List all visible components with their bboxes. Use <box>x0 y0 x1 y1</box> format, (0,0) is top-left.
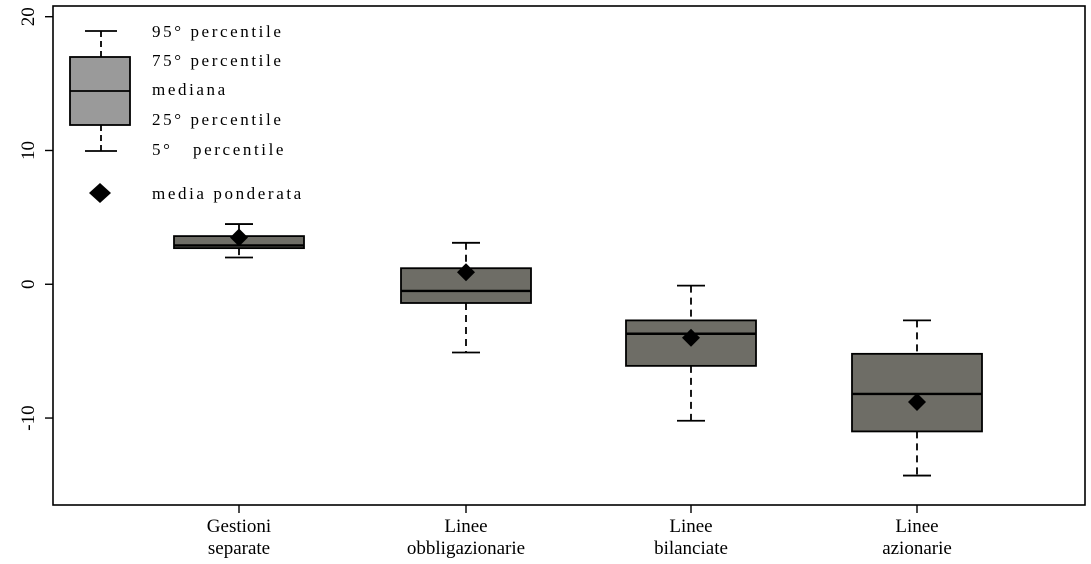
legend-label-mean: media ponderata <box>152 184 304 203</box>
x-category-label-line2: obbligazionarie <box>407 538 525 559</box>
box-0 <box>173 223 305 259</box>
y-tick-label-3: 20 <box>18 7 39 26</box>
legend-mean-marker <box>89 183 111 203</box>
box-mean-marker <box>457 263 475 282</box>
box-mean-marker <box>682 328 700 347</box>
box-iqr-rect <box>851 352 983 433</box>
y-tick-label-2: 10 <box>18 141 39 160</box>
x-category-label-line1: Gestioni <box>207 516 271 537</box>
legend-label-p95: 95° percentile <box>152 22 283 41</box>
boxes-group <box>173 223 983 477</box>
legend-label-p5: 5° percentile <box>152 140 286 159</box>
x-category-label-line2: azionarie <box>882 538 952 559</box>
x-axis: GestioniseparateLineeobbligazionarieLine… <box>207 505 952 559</box>
x-category-label-line2: bilanciate <box>654 538 728 559</box>
box-mean-marker <box>230 228 248 247</box>
y-tick-label-1: 0 <box>18 280 39 290</box>
box-mean-marker <box>908 392 926 411</box>
legend-label-median: mediana <box>152 80 228 99</box>
y-tick-label-0: -10 <box>18 405 39 430</box>
x-category-label-line1: Linee <box>895 516 938 537</box>
legend-label-p75: 75° percentile <box>152 51 283 70</box>
x-category-label-line2: separate <box>208 538 270 559</box>
plot-frame <box>52 5 1086 506</box>
x-category-label-line1: Linee <box>669 516 712 537</box>
box-3 <box>851 319 983 477</box>
legend-label-p25: 25° percentile <box>152 110 283 129</box>
x-category-label-line1: Linee <box>444 516 487 537</box>
legend: 95° percentile 75° percentile mediana 25… <box>69 22 304 203</box>
y-axis: -10 0 10 20 <box>18 7 53 431</box>
box-2 <box>625 284 757 422</box>
box-1 <box>400 241 532 354</box>
